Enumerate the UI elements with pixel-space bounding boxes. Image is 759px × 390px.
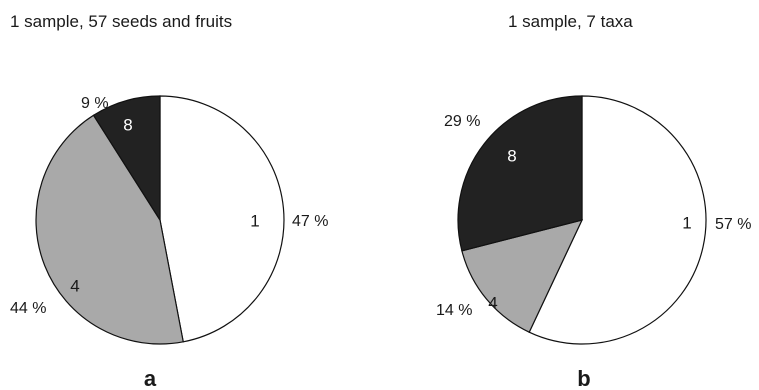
chart-b-title: 1 sample, 7 taxa: [508, 12, 633, 31]
pie-a-slice-8: [92, 95, 161, 223]
pie-a-slices: 1 47 % 4 44 % 8 9 %: [10, 95, 328, 345]
pie-a-slice-8-percent: 9 %: [81, 95, 109, 112]
pie-a-slice-8-label: 8: [123, 115, 132, 134]
pie-b-slice-1: [528, 95, 707, 345]
chart-a-title: 1 sample, 57 seeds and fruits: [10, 12, 232, 31]
pie-a-slice-1-percent: 47 %: [292, 213, 328, 230]
pie-a-slice-4-percent: 44 %: [10, 300, 46, 317]
pie-a-slice-4: [35, 114, 184, 345]
pie-chart-b: 1 sample, 7 taxa 1 57 % 4 14 % 8 29 % b: [436, 12, 751, 390]
pie-b-slices: 1 57 % 4 14 % 8 29 %: [436, 95, 751, 345]
pie-b-slice-1-label: 1: [682, 213, 691, 232]
pie-b-slice-8-percent: 29 %: [444, 113, 480, 130]
pie-a-slice-1-label: 1: [250, 211, 259, 230]
pie-b-slice-8-label: 8: [507, 146, 516, 165]
pie-b-slice-4-label: 4: [488, 293, 497, 312]
chart-a-panel-label: a: [144, 366, 157, 390]
pie-b-slice-8: [457, 95, 583, 252]
pie-a-slice-4-label: 4: [70, 276, 79, 295]
chart-b-panel-label: b: [577, 366, 590, 390]
pie-b-slice-1-percent: 57 %: [715, 216, 751, 233]
pie-a-slice-1: [159, 95, 285, 343]
pie-b-slice-4: [461, 219, 584, 333]
pie-chart-a: 1 sample, 57 seeds and fruits 1 47 % 4 44 %…: [10, 12, 328, 390]
pie-b-slice-4-percent: 14 %: [436, 302, 472, 319]
